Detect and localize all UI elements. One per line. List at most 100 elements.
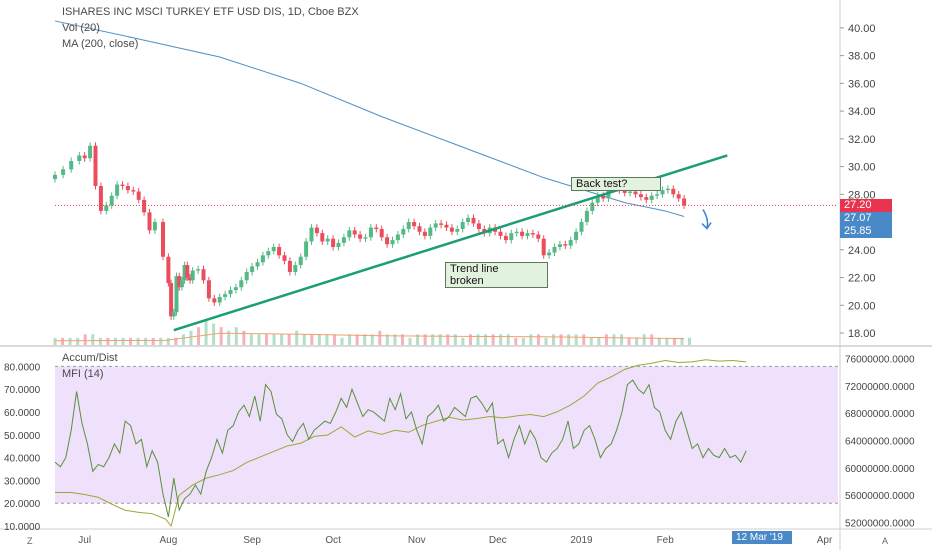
candle-body [69, 161, 74, 170]
candle-body [541, 238, 546, 256]
price-tick-label: 36.00 [848, 78, 876, 90]
candle-body [514, 231, 519, 234]
candle-body [147, 212, 152, 231]
volume-bar [61, 337, 65, 345]
candle-body [320, 233, 325, 242]
volume-bar [83, 334, 87, 345]
candle-body [412, 222, 417, 227]
candle-body [455, 228, 460, 232]
candle-body [433, 223, 438, 228]
candle-body [428, 227, 433, 236]
volume-bar [272, 334, 276, 345]
candle-body [82, 155, 87, 159]
candle-body [574, 231, 579, 241]
mfi-tick-label: 40.0000 [4, 454, 41, 465]
price-tick-label: 30.00 [848, 162, 876, 174]
ad-tick-label: 64000000.0000 [845, 437, 915, 448]
candle-body [590, 202, 595, 211]
candle-body [61, 169, 66, 175]
volume-bar [468, 334, 472, 345]
candle-body [131, 190, 136, 192]
candle-body [309, 227, 314, 242]
candle-body [53, 174, 57, 180]
volume-bar [166, 337, 170, 345]
volume-bar [423, 334, 427, 345]
volume-bar [91, 334, 95, 345]
candle-body [584, 210, 589, 223]
candle-body [374, 227, 379, 229]
volume-bar [363, 334, 367, 345]
volume-bar [348, 334, 352, 345]
candle-body [223, 294, 228, 297]
candle-body [503, 235, 508, 241]
candle-body [260, 255, 265, 263]
candle-body [385, 237, 390, 245]
volume-bar [280, 334, 284, 345]
candle-body [177, 276, 182, 288]
candle-body [660, 190, 665, 195]
candle-body [166, 256, 171, 284]
volume-bar [567, 334, 571, 345]
volume-bar [544, 337, 548, 345]
candle-body [476, 223, 481, 229]
volume-bar [461, 337, 465, 345]
ad-tick-label: 76000000.0000 [845, 354, 915, 365]
forecast-arrowhead [701, 222, 712, 230]
volume-bar [234, 327, 238, 345]
annotation-back-test[interactable]: Back test? [571, 177, 661, 191]
candle-body [217, 296, 222, 303]
candle-body [552, 247, 557, 253]
volume-bar [370, 334, 374, 345]
volume-bar [378, 330, 382, 345]
candle-body [628, 191, 633, 193]
time-tick-label: Apr [817, 535, 833, 546]
candle-body [136, 191, 141, 200]
volume-bar [400, 334, 404, 345]
zoom-button[interactable]: Z [27, 536, 33, 546]
candle-body [341, 237, 346, 243]
volume-bar [144, 337, 148, 345]
candle-body [466, 217, 471, 223]
candle-body [395, 234, 400, 241]
candle-body [244, 271, 249, 281]
auto-scale-button[interactable]: A [882, 536, 889, 546]
candle-body [363, 237, 368, 239]
annotation-trend-broken[interactable]: Trend line broken [445, 262, 548, 288]
candle-body [509, 233, 514, 241]
candle-body [579, 222, 584, 232]
volume-bar [620, 334, 624, 345]
candle-body [460, 222, 465, 229]
candle-body [638, 194, 643, 198]
candle-body [547, 252, 552, 256]
candle-body [557, 244, 562, 248]
mfi-tick-label: 20.0000 [4, 499, 41, 510]
volume-bar [612, 334, 616, 345]
ma-legend: MA (200, close) [62, 38, 139, 50]
volume-bar [310, 334, 314, 345]
vol-legend: Vol (20) [62, 22, 100, 34]
volume-bar [113, 337, 117, 345]
candle-body [190, 270, 195, 281]
candle-body [282, 255, 287, 261]
candle-body [649, 195, 654, 200]
volume-bar [121, 337, 125, 345]
time-tick-label: Jul [78, 535, 91, 546]
candle-body [644, 197, 649, 200]
candle-body [179, 280, 184, 288]
candle-body [331, 238, 336, 248]
lower-legend: Accum/Dist MFI (14) [62, 350, 118, 382]
candle-body [228, 290, 233, 295]
candle-body [601, 195, 606, 199]
volume-bar [574, 334, 578, 345]
volume-bar [589, 337, 593, 345]
candle-body [417, 226, 422, 232]
volume-bar [204, 320, 208, 345]
volume-bar [53, 337, 57, 345]
volume-bar [529, 334, 533, 345]
last-price-badge: 27.20 [840, 199, 892, 212]
candle-body [188, 277, 192, 281]
candle-body [93, 145, 98, 186]
candle-body [655, 194, 660, 196]
candle-body [233, 287, 238, 291]
candle-body [379, 228, 384, 238]
